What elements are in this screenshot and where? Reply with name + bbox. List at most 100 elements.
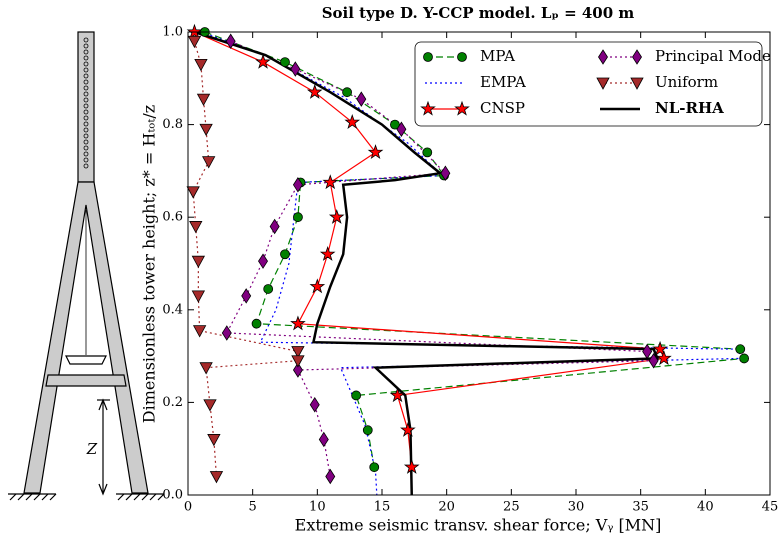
- ground-hatch: [9, 493, 165, 501]
- marker: [642, 343, 653, 360]
- x-axis-label: Extreme seismic transv. shear force; Vᵧ …: [295, 516, 662, 535]
- marker: [318, 431, 329, 448]
- marker: [389, 387, 406, 403]
- legend-label: Principal Mode: [655, 47, 771, 65]
- marker: [291, 346, 305, 359]
- marker: [251, 318, 262, 329]
- y-tick-label: 0.6: [162, 210, 183, 225]
- marker: [351, 390, 362, 401]
- tower-mast: [77, 31, 95, 183]
- marker: [196, 93, 211, 106]
- x-tick-label: 40: [697, 500, 714, 515]
- legend-label: Uniform: [655, 73, 718, 91]
- legend-marker: [630, 77, 644, 90]
- marker: [290, 61, 301, 77]
- marker: [342, 87, 352, 98]
- marker: [656, 350, 672, 366]
- marker: [191, 255, 206, 269]
- x-tick-label: 10: [309, 500, 326, 515]
- legend-label: CNSP: [480, 99, 525, 117]
- marker: [322, 174, 339, 190]
- series-line: [204, 31, 746, 468]
- marker: [369, 462, 380, 473]
- tower-legs: [23, 181, 149, 494]
- legend-label: EMPA: [480, 73, 526, 91]
- marker: [280, 249, 290, 260]
- marker: [739, 353, 750, 364]
- marker: [194, 59, 208, 72]
- x-tick-label: 15: [374, 500, 391, 515]
- y-tick-label: 0.4: [162, 302, 183, 317]
- marker: [189, 221, 203, 234]
- marker: [263, 284, 274, 294]
- marker: [293, 212, 303, 223]
- marker: [191, 290, 206, 303]
- marker: [187, 35, 202, 49]
- legend-marker: [632, 49, 642, 65]
- marker: [292, 177, 303, 193]
- marker: [735, 344, 746, 355]
- marker: [255, 53, 271, 69]
- deck: [65, 355, 107, 365]
- x-tick-label: 5: [249, 500, 257, 515]
- marker: [306, 83, 323, 99]
- y-axis-label: Dimensionless tower height; z* = Hₜₒₜ/z: [140, 105, 159, 423]
- marker: [325, 468, 336, 485]
- marker: [192, 325, 207, 338]
- cross-beam: [45, 374, 127, 387]
- marker: [291, 355, 305, 368]
- marker: [328, 208, 345, 224]
- marker: [403, 459, 420, 474]
- marker: [648, 352, 659, 369]
- marker: [440, 165, 451, 181]
- plot-frame: [187, 31, 771, 496]
- marker: [652, 340, 668, 356]
- y-tick-label: 1.0: [162, 25, 183, 40]
- legend-marker: [454, 100, 470, 116]
- marker: [199, 362, 213, 375]
- marker: [422, 147, 433, 158]
- x-tick-label: 0: [184, 500, 192, 515]
- y-tick-label: 0.8: [162, 117, 183, 132]
- y-tick-label: 0.0: [162, 488, 183, 503]
- marker: [258, 253, 268, 269]
- marker: [344, 114, 361, 129]
- chart-title: Soil type D. Y-CCP model. Lₚ = 400 m: [322, 4, 635, 22]
- marker: [367, 144, 384, 160]
- legend-marker: [598, 49, 608, 65]
- marker: [362, 425, 373, 436]
- marker: [186, 186, 200, 199]
- legend-marker: [457, 52, 467, 62]
- legend-box: [414, 41, 763, 127]
- marker: [319, 246, 336, 261]
- mast-holes: [83, 37, 89, 169]
- legend-marker: [596, 77, 610, 90]
- y-tick-label: 0.2: [162, 395, 183, 410]
- tower-diagram: [8, 31, 165, 501]
- legend-label: NL-RHA: [655, 99, 724, 117]
- marker: [207, 434, 221, 447]
- marker: [202, 156, 216, 169]
- marker: [400, 421, 416, 437]
- marker: [309, 278, 326, 294]
- legend-label: MPA: [480, 47, 515, 65]
- x-tick-label: 25: [503, 500, 520, 515]
- marker: [396, 121, 407, 137]
- x-tick-label: 30: [568, 500, 585, 515]
- legend-marker: [420, 100, 436, 116]
- marker: [309, 396, 320, 413]
- marker: [356, 91, 367, 107]
- x-tick-label: 45: [762, 500, 778, 515]
- x-tick-label: 20: [438, 500, 455, 515]
- legend-marker: [423, 52, 433, 62]
- marker: [280, 57, 290, 67]
- marker: [209, 471, 224, 484]
- marker: [203, 399, 217, 412]
- series-line: [194, 30, 660, 496]
- dimension-label: Z: [86, 440, 98, 458]
- marker: [290, 315, 306, 331]
- series-line: [192, 41, 299, 477]
- marker: [269, 218, 280, 235]
- marker: [241, 288, 252, 304]
